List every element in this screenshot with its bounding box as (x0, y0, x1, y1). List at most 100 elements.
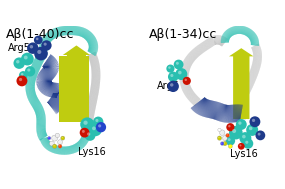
Polygon shape (91, 82, 100, 83)
Polygon shape (74, 109, 89, 110)
Polygon shape (248, 76, 256, 79)
Polygon shape (213, 36, 215, 45)
Circle shape (27, 43, 38, 54)
Polygon shape (181, 67, 190, 70)
Polygon shape (251, 44, 259, 48)
Polygon shape (36, 118, 46, 119)
Polygon shape (253, 58, 262, 59)
Polygon shape (231, 105, 233, 122)
Polygon shape (27, 78, 36, 81)
Polygon shape (197, 99, 206, 114)
Polygon shape (220, 37, 224, 45)
Polygon shape (33, 103, 41, 108)
Polygon shape (217, 104, 224, 121)
Circle shape (218, 137, 219, 138)
Polygon shape (190, 52, 197, 58)
Polygon shape (53, 94, 67, 99)
Polygon shape (26, 81, 35, 83)
Polygon shape (59, 93, 83, 94)
Polygon shape (221, 37, 225, 46)
Polygon shape (42, 140, 49, 145)
Polygon shape (237, 117, 246, 118)
Polygon shape (80, 139, 87, 144)
Polygon shape (247, 78, 255, 82)
Polygon shape (37, 132, 46, 136)
Polygon shape (53, 89, 67, 95)
Polygon shape (39, 73, 52, 81)
Polygon shape (253, 61, 261, 63)
Polygon shape (235, 103, 244, 106)
Polygon shape (89, 47, 98, 49)
Polygon shape (218, 35, 220, 44)
Polygon shape (38, 133, 47, 137)
Polygon shape (34, 60, 42, 65)
Polygon shape (52, 95, 66, 101)
Polygon shape (53, 93, 67, 99)
Polygon shape (74, 77, 89, 78)
Polygon shape (253, 50, 261, 52)
Polygon shape (245, 82, 253, 86)
Polygon shape (196, 46, 202, 54)
Circle shape (166, 64, 174, 73)
Polygon shape (235, 105, 236, 122)
Polygon shape (233, 105, 235, 122)
Polygon shape (237, 108, 245, 110)
Circle shape (226, 136, 235, 146)
Polygon shape (59, 101, 83, 102)
Polygon shape (89, 94, 98, 97)
Polygon shape (236, 105, 245, 108)
Polygon shape (225, 105, 227, 122)
Polygon shape (184, 59, 192, 64)
Polygon shape (74, 58, 89, 59)
Polygon shape (44, 67, 59, 68)
Polygon shape (47, 32, 54, 40)
Polygon shape (25, 86, 35, 87)
Polygon shape (220, 36, 223, 45)
Polygon shape (31, 66, 40, 70)
Polygon shape (220, 36, 223, 45)
Polygon shape (91, 83, 100, 84)
Polygon shape (91, 70, 100, 71)
Polygon shape (238, 26, 239, 34)
Polygon shape (241, 26, 242, 34)
Polygon shape (219, 36, 221, 45)
Polygon shape (91, 83, 100, 84)
Polygon shape (219, 36, 223, 45)
Polygon shape (55, 146, 58, 154)
Polygon shape (89, 97, 97, 99)
Polygon shape (181, 84, 190, 88)
Polygon shape (41, 39, 50, 44)
Polygon shape (238, 26, 239, 34)
Polygon shape (251, 40, 259, 42)
Polygon shape (83, 133, 91, 136)
Polygon shape (75, 144, 79, 151)
Polygon shape (221, 37, 229, 40)
Polygon shape (47, 102, 58, 113)
Circle shape (175, 68, 187, 80)
Polygon shape (91, 81, 100, 82)
Polygon shape (74, 144, 78, 152)
Polygon shape (207, 100, 211, 118)
Polygon shape (84, 128, 92, 130)
Polygon shape (242, 89, 250, 94)
Circle shape (84, 121, 88, 125)
Circle shape (242, 135, 246, 138)
Polygon shape (28, 74, 37, 77)
Polygon shape (253, 54, 262, 55)
Polygon shape (198, 99, 207, 115)
Polygon shape (38, 52, 46, 56)
Polygon shape (84, 127, 92, 128)
Polygon shape (46, 33, 52, 40)
Circle shape (37, 50, 41, 54)
Circle shape (80, 128, 89, 138)
Polygon shape (39, 45, 48, 47)
Polygon shape (91, 87, 99, 88)
Polygon shape (87, 36, 94, 41)
Polygon shape (250, 72, 258, 75)
Polygon shape (249, 74, 257, 78)
Polygon shape (89, 55, 97, 58)
Polygon shape (33, 104, 42, 109)
Polygon shape (221, 37, 225, 46)
Polygon shape (91, 87, 99, 89)
Polygon shape (202, 100, 208, 116)
